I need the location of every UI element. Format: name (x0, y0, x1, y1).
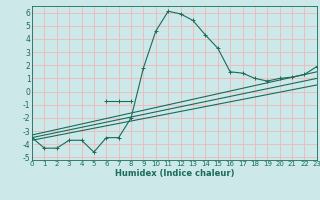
X-axis label: Humidex (Indice chaleur): Humidex (Indice chaleur) (115, 169, 234, 178)
